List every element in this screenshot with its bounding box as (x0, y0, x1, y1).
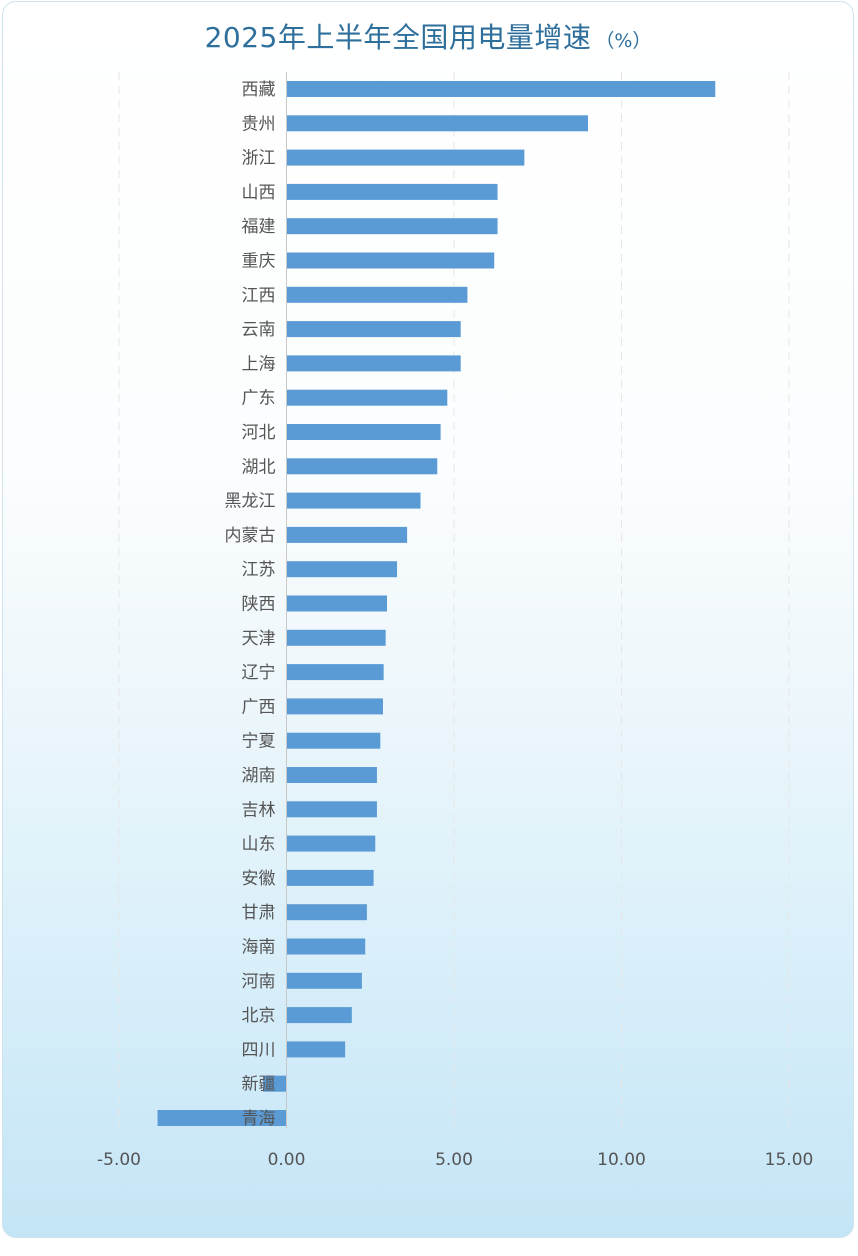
x-tick-label: 10.00 (597, 1150, 646, 1170)
x-tick-label: 5.00 (435, 1150, 473, 1170)
category-label: 吉林 (242, 800, 276, 820)
bar (286, 1007, 352, 1024)
category-label: 山东 (242, 835, 276, 855)
bar (286, 183, 498, 200)
category-label: 江西 (242, 286, 276, 306)
chart-title: 2025年上半年全国用电量增速 (204, 21, 592, 54)
category-label: 西藏 (242, 80, 276, 100)
bar (286, 801, 377, 818)
bar (286, 732, 381, 749)
category-label: 天津 (242, 629, 276, 649)
bar (286, 561, 398, 578)
bar (286, 904, 367, 921)
category-label: 辽宁 (242, 663, 276, 683)
category-label: 河北 (242, 423, 276, 443)
category-label: 海南 (242, 938, 276, 958)
category-label: 贵州 (242, 114, 276, 134)
category-label: 云南 (242, 320, 276, 340)
category-label: 福建 (242, 217, 276, 237)
bar (286, 1041, 346, 1058)
x-tick-labels: -5.00 0.00 5.00 10.00 15.00 (97, 1150, 813, 1170)
bar (286, 938, 366, 955)
title-block: 2025年上半年全国用电量增速 （%） (3, 16, 853, 56)
bar (286, 698, 383, 715)
bar (286, 389, 448, 406)
category-label: 湖北 (242, 457, 276, 477)
bar (286, 115, 588, 132)
bar (157, 1110, 287, 1126)
bar (286, 458, 438, 475)
category-label: 北京 (242, 1006, 276, 1026)
category-label: 安徽 (242, 869, 276, 889)
x-tick-label: -5.00 (97, 1150, 141, 1170)
bar (286, 321, 461, 338)
bars (157, 81, 716, 1126)
bar (286, 835, 376, 852)
bar (286, 526, 408, 543)
grid-lines (118, 72, 790, 1128)
category-label: 黑龙江 (225, 492, 276, 512)
bar (286, 664, 384, 681)
chart-card: 2025年上半年全国用电量增速 （%） (2, 1, 854, 1238)
bar (263, 1075, 287, 1092)
bar (286, 81, 716, 97)
bar (286, 629, 386, 646)
bar (286, 355, 461, 372)
bar (286, 252, 495, 269)
category-label: 广东 (242, 389, 276, 409)
category-label: 新疆 (242, 1075, 276, 1095)
category-label: 内蒙古 (225, 526, 276, 546)
category-label: 四川 (242, 1040, 276, 1060)
category-labels: 西藏贵州浙江山西福建重庆江西云南上海广东河北湖北黑龙江内蒙古江苏陕西天津辽宁广西… (225, 80, 276, 1129)
x-tick-label: 15.00 (765, 1150, 814, 1170)
bar (286, 218, 498, 235)
category-label: 青海 (242, 1109, 276, 1129)
category-label: 湖南 (242, 766, 276, 786)
category-label: 江苏 (242, 560, 276, 580)
bar (286, 972, 362, 989)
category-label: 重庆 (242, 252, 276, 272)
category-label: 山西 (242, 183, 276, 203)
bar (286, 595, 387, 612)
category-label: 广西 (242, 697, 276, 717)
bar (286, 492, 421, 509)
chart-unit: （%） (595, 30, 652, 52)
category-label: 河南 (242, 972, 276, 992)
category-label: 陕西 (242, 595, 276, 615)
bar (286, 149, 525, 166)
bar (286, 869, 374, 886)
bar (286, 767, 377, 783)
category-label: 宁夏 (242, 732, 276, 752)
category-label: 甘肃 (242, 903, 276, 923)
category-label: 上海 (242, 354, 276, 374)
bar (286, 286, 468, 303)
x-tick-label: 0.00 (268, 1150, 306, 1170)
category-label: 浙江 (242, 149, 276, 169)
bar (286, 424, 441, 440)
